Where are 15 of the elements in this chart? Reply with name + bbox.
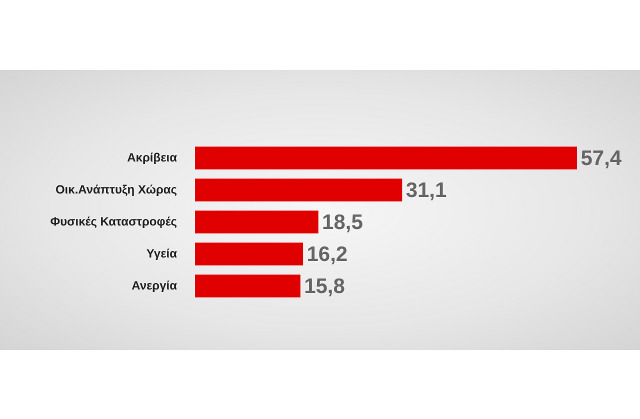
data-label: 18,5 [322,210,364,234]
y-tick-label: Ανεργία [132,278,178,292]
bar [195,178,402,202]
bar [195,274,300,298]
y-tick-label: Ακρίβεια [127,150,178,164]
data-label: 57,4 [580,146,622,170]
data-label: 31,1 [406,178,448,202]
data-label: 16,2 [306,242,348,266]
bar [195,242,304,266]
bar [195,210,318,234]
data-label: 15,8 [304,274,346,298]
bar [195,146,578,170]
y-tick-label: Φυσικές Καταστροφές [50,214,177,228]
y-tick-label: Οικ.Ανάπτυξη Χώρας [55,182,177,196]
y-tick-label: Υγεία [146,246,178,260]
